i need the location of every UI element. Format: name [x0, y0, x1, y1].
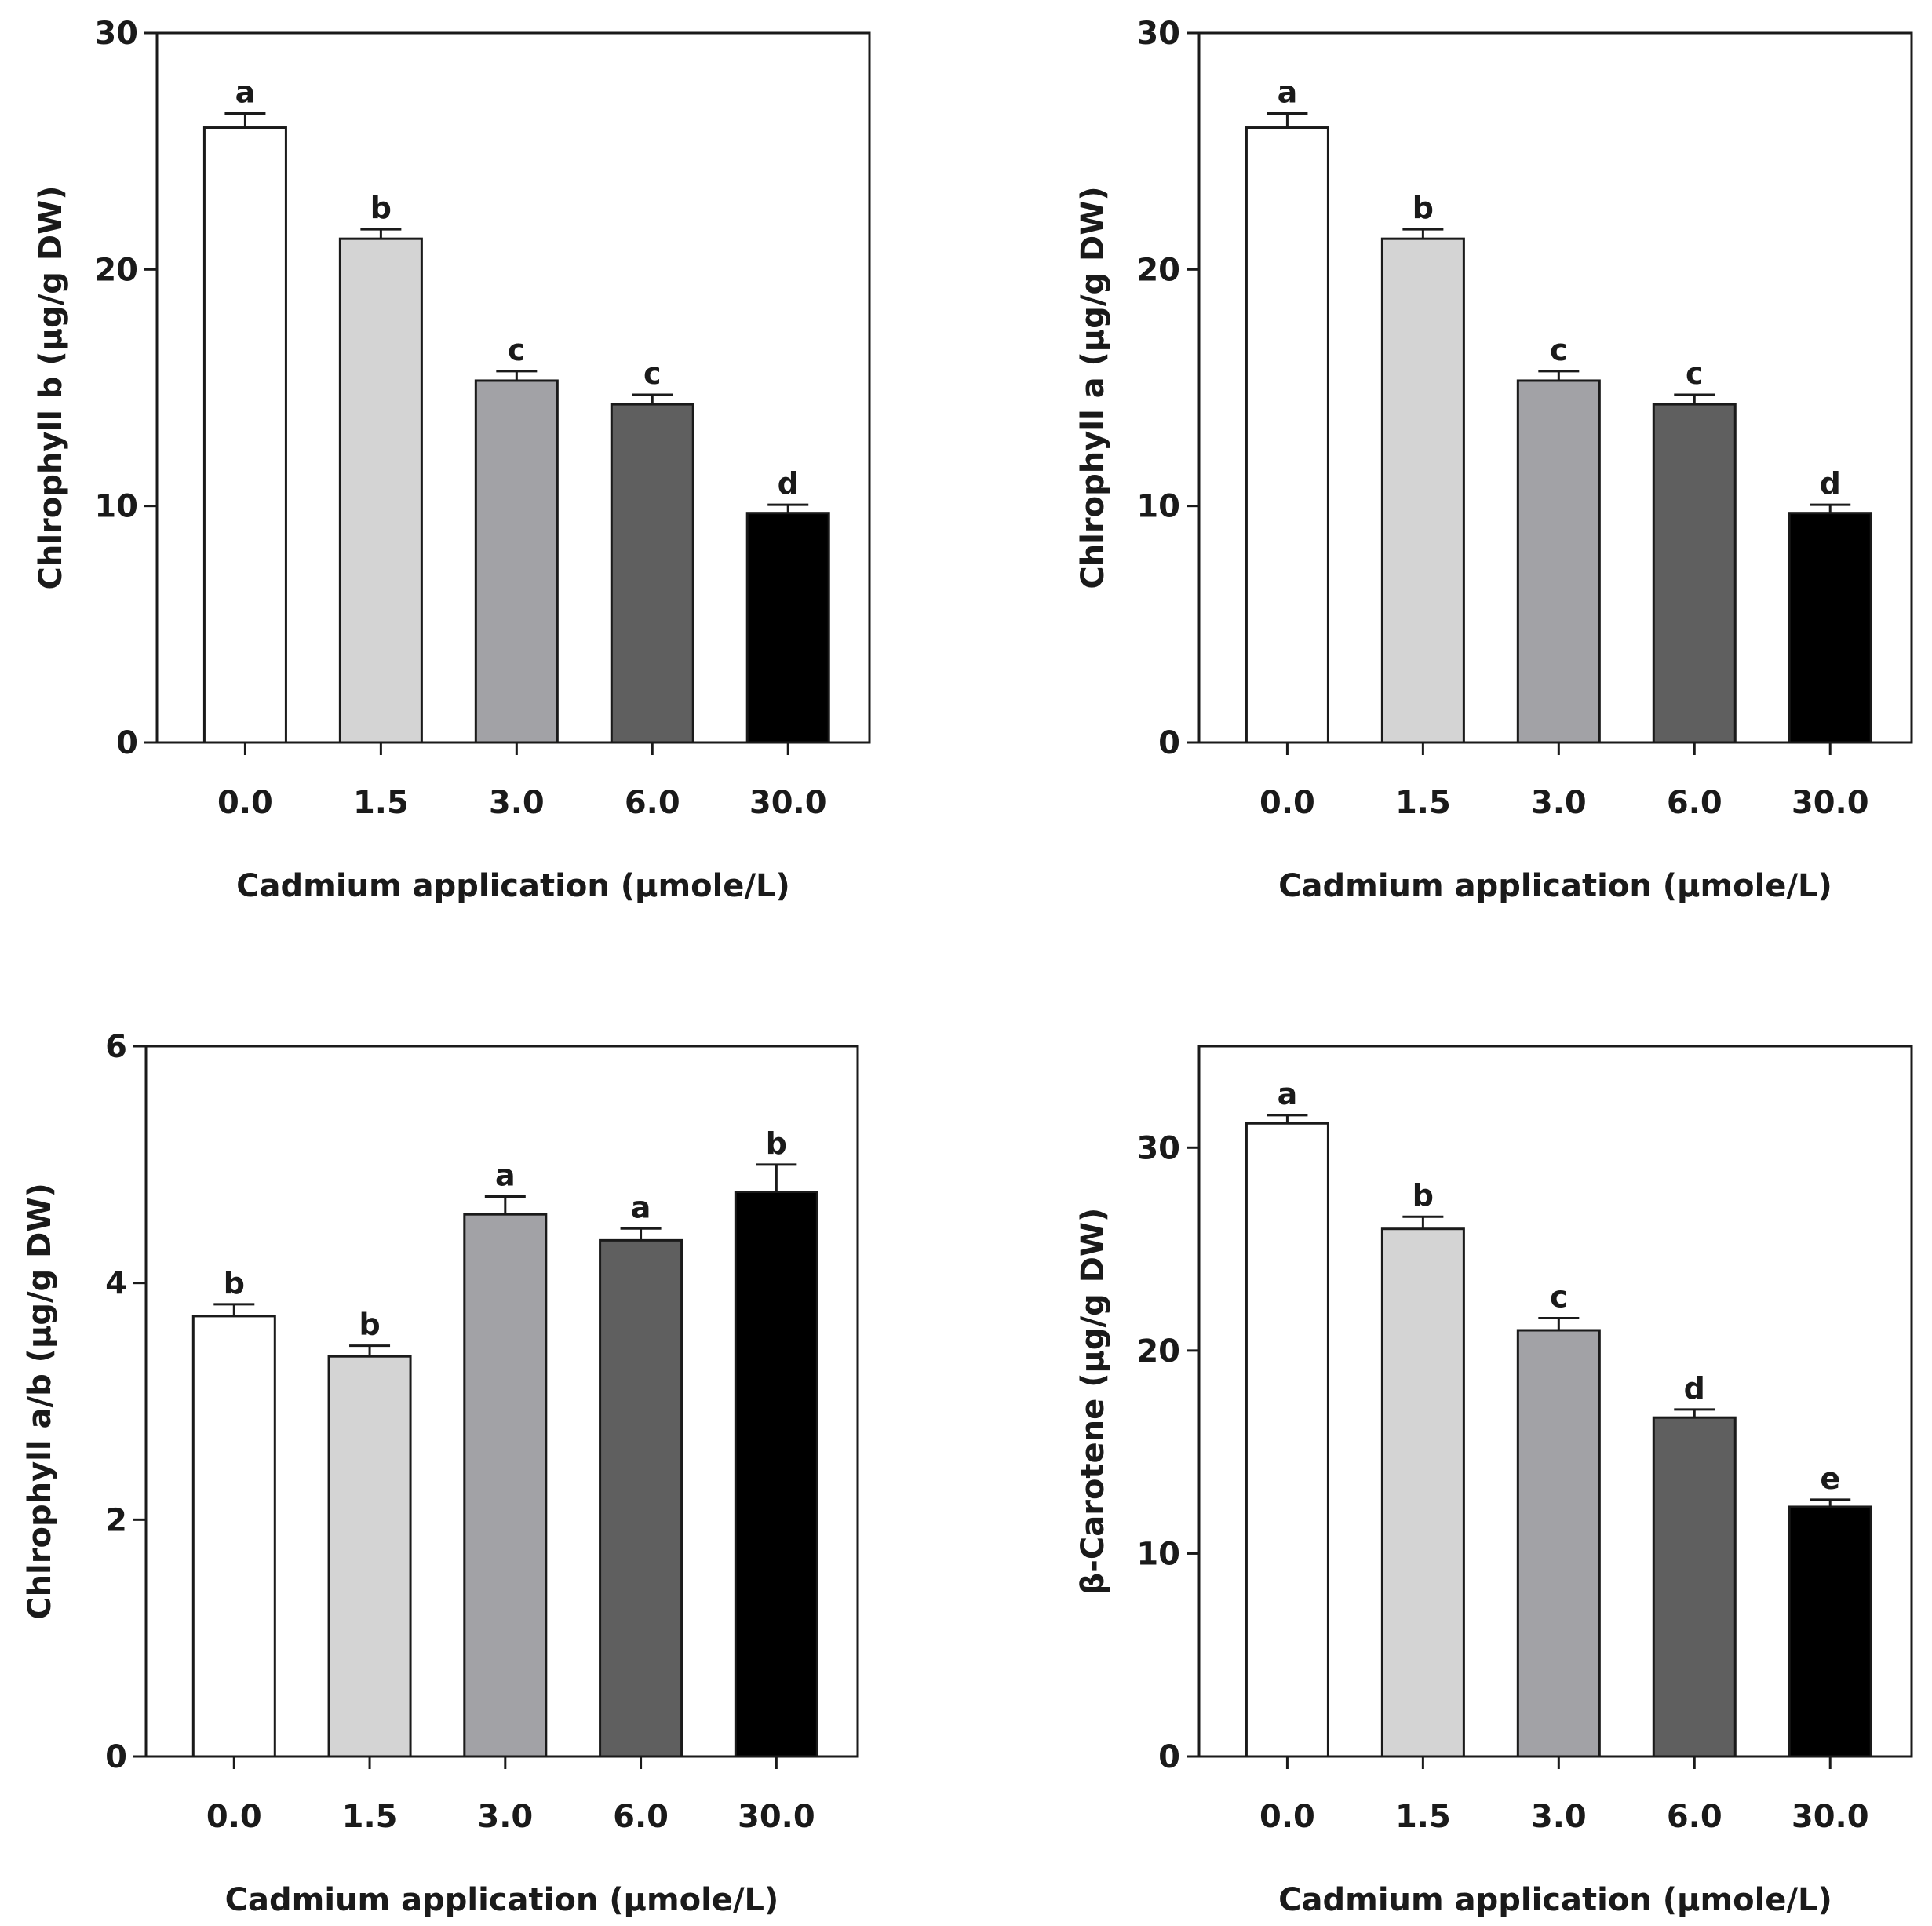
y-tick-label: 0 — [1158, 725, 1180, 761]
x-axis-title: Cadmium application (µmole/L) — [236, 868, 790, 904]
x-tick-label: 1.5 — [353, 785, 409, 821]
x-tick-label: 0.0 — [217, 785, 273, 821]
bar — [202, 126, 287, 744]
significance-letter: a — [495, 1158, 516, 1193]
chart-panel-2: 0 10 20 30 a 0.0 b 1.5 c 3.0 c 6.0 d 30.0 Cadmium appl… — [1075, 16, 1913, 904]
y-tick-label: 10 — [94, 489, 138, 525]
y-axis-title: Chlrophyll a (µg/g DW) — [1075, 186, 1111, 589]
x-tick-label: 1.5 — [342, 1799, 398, 1835]
bar — [1516, 1329, 1601, 1758]
x-axis-title: Cadmium application (µmole/L) — [1278, 868, 1832, 904]
bar — [1788, 512, 1872, 744]
y-tick-label: 2 — [105, 1502, 127, 1538]
significance-letter: c — [1550, 333, 1568, 367]
significance-letter: b — [224, 1266, 245, 1300]
bar — [1245, 1122, 1329, 1758]
x-tick-label: 3.0 — [489, 785, 545, 821]
y-tick-label: 10 — [1136, 489, 1180, 525]
bar — [463, 1213, 548, 1758]
x-tick-label: 1.5 — [1395, 1799, 1451, 1835]
bar — [1380, 1227, 1465, 1758]
x-tick-label: 3.0 — [477, 1799, 533, 1835]
x-tick-label: 6.0 — [625, 785, 680, 821]
y-tick-label: 20 — [1136, 252, 1180, 288]
chart-panel-3: 0 2 4 6 b 0.0 b 1.5 a 3.0 a 6.0 b 30.0 Cadmium applica… — [22, 1029, 859, 1918]
significance-letter: d — [778, 466, 799, 501]
x-tick-label: 30.0 — [1792, 785, 1869, 821]
significance-letter: d — [1684, 1371, 1705, 1406]
y-tick-label: 30 — [1136, 1130, 1180, 1166]
significance-letter: e — [1820, 1461, 1840, 1496]
significance-letter: b — [766, 1126, 787, 1161]
bar — [1516, 379, 1601, 744]
x-tick-label: 30.0 — [738, 1799, 815, 1835]
bar — [1652, 1416, 1737, 1758]
x-tick-label: 0.0 — [206, 1799, 262, 1835]
significance-letter: c — [643, 356, 662, 391]
significance-letter: c — [508, 333, 526, 367]
x-tick-label: 3.0 — [1531, 785, 1587, 821]
bar — [1380, 237, 1465, 744]
bar — [599, 1238, 683, 1758]
significance-letter: a — [1278, 1077, 1298, 1111]
significance-letter: c — [1686, 356, 1704, 391]
x-tick-label: 30.0 — [749, 785, 827, 821]
y-axis-title: β-Carotene (µg/g DW) — [1075, 1208, 1111, 1596]
x-tick-label: 6.0 — [1667, 785, 1722, 821]
bar — [610, 403, 694, 744]
significance-letter: d — [1820, 466, 1841, 501]
bar — [734, 1191, 818, 1758]
y-tick-label: 4 — [105, 1266, 127, 1302]
significance-letter: b — [1413, 1178, 1434, 1213]
bar — [1245, 126, 1329, 744]
significance-letter: a — [1278, 75, 1298, 109]
y-tick-label: 30 — [1136, 16, 1180, 52]
x-tick-label: 0.0 — [1259, 785, 1315, 821]
y-tick-label: 0 — [116, 725, 138, 761]
bar — [474, 379, 559, 744]
y-tick-label: 20 — [1136, 1333, 1180, 1370]
bar — [1788, 1505, 1872, 1758]
x-tick-label: 0.0 — [1259, 1799, 1315, 1835]
bar — [191, 1315, 276, 1758]
bar — [338, 237, 423, 744]
x-tick-label: 30.0 — [1792, 1799, 1869, 1835]
y-axis-title: Chlrophyll b (µg/g DW) — [33, 186, 69, 590]
y-axis-title: Chlrophyll a/b (µg/g DW) — [22, 1183, 58, 1620]
chart-panel-4: 0 10 20 30 a 0.0 b 1.5 c 3.0 d 6.0 e 30.0 Cadmium appl… — [1075, 1045, 1913, 1918]
x-tick-label: 1.5 — [1395, 785, 1451, 821]
x-tick-label: 6.0 — [1667, 1799, 1722, 1835]
y-tick-label: 6 — [105, 1029, 127, 1065]
bar — [327, 1355, 412, 1758]
significance-letter: a — [631, 1190, 651, 1224]
x-tick-label: 6.0 — [613, 1799, 669, 1835]
chart-panel-1: 0 10 20 30 a 0.0 b 1.5 c 3.0 c 6.0 d 30.0 Cadmium appl… — [33, 16, 871, 904]
bar — [1652, 403, 1737, 744]
significance-letter: b — [1413, 191, 1434, 225]
bar — [745, 512, 830, 744]
y-tick-label: 10 — [1136, 1536, 1180, 1572]
significance-letter: c — [1550, 1279, 1568, 1314]
x-axis-title: Cadmium application (µmole/L) — [1278, 1882, 1832, 1918]
x-axis-title: Cadmium application (µmole/L) — [225, 1882, 779, 1918]
y-tick-label: 0 — [105, 1739, 127, 1775]
x-tick-label: 3.0 — [1531, 1799, 1587, 1835]
y-tick-label: 30 — [94, 16, 138, 52]
y-tick-label: 0 — [1158, 1739, 1180, 1775]
y-tick-label: 20 — [94, 252, 138, 288]
significance-letter: b — [359, 1308, 380, 1342]
significance-letter: b — [370, 191, 392, 225]
significance-letter: a — [235, 75, 256, 109]
